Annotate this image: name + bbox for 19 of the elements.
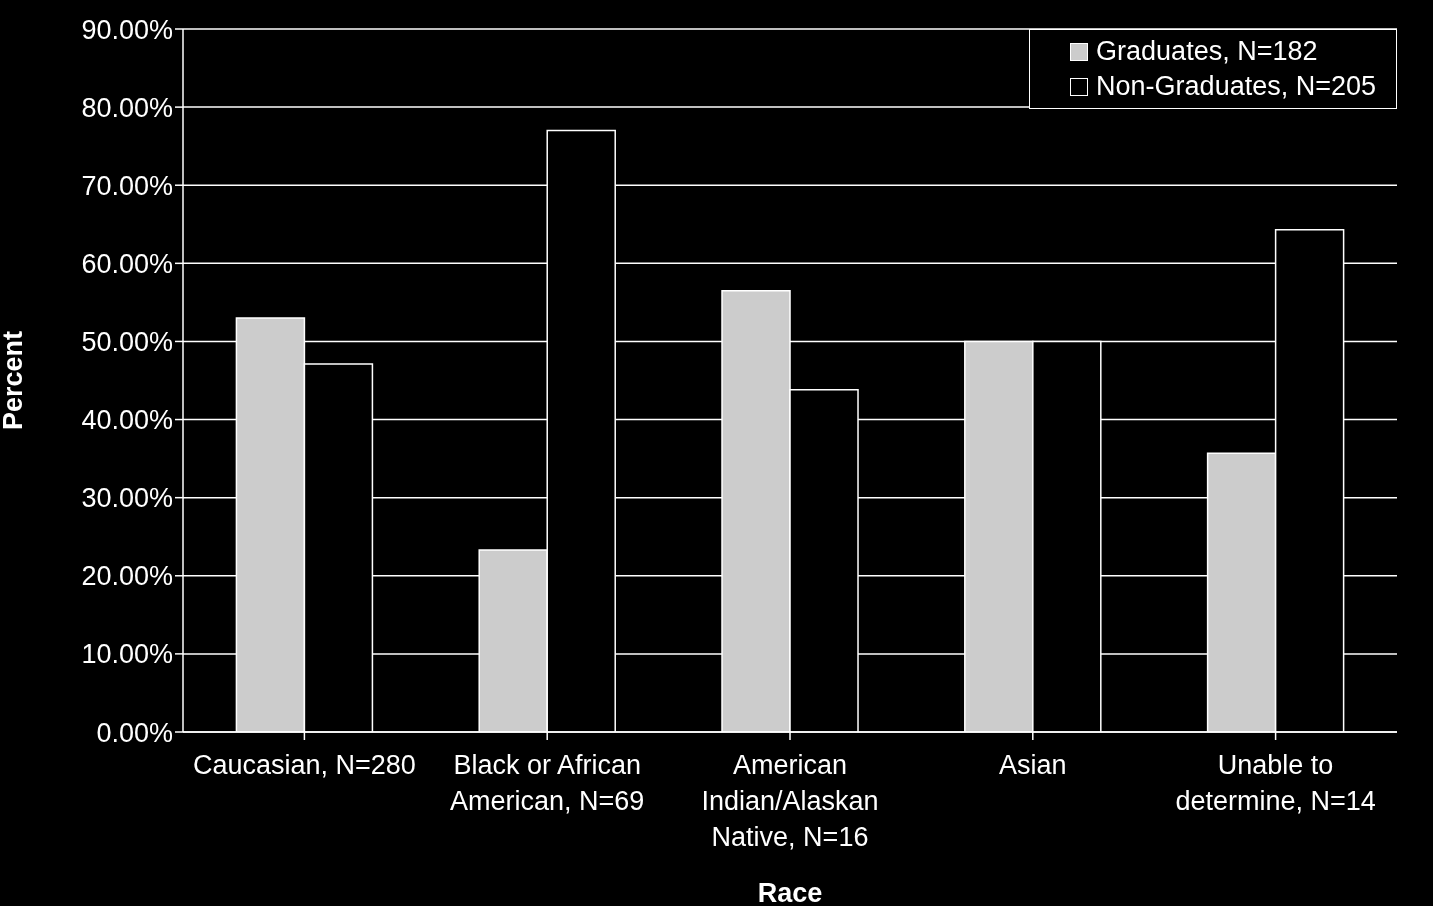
legend-label: Graduates, N=182: [1096, 35, 1318, 68]
legend-label: Non-Graduates, N=205: [1096, 70, 1376, 103]
x-tick-label: Asian: [999, 750, 1067, 780]
y-tick-label: 30.00%: [81, 483, 173, 514]
x-tick-label: Black or African American, N=69: [450, 750, 645, 816]
y-axis-title: Percent: [0, 330, 28, 431]
y-tick-label: 70.00%: [81, 170, 173, 201]
y-tick-label: 60.00%: [81, 248, 173, 279]
y-tick-label: 20.00%: [81, 561, 173, 592]
y-tick-label: 40.00%: [81, 405, 173, 436]
y-tick-label: 10.00%: [81, 639, 173, 670]
y-tick-label: 80.00%: [81, 92, 173, 123]
y-tick-label: 90.00%: [81, 14, 173, 45]
x-tick-label: American Indian/Alaskan Native, N=16: [701, 750, 879, 852]
y-tick-label: 50.00%: [81, 327, 173, 358]
x-tick-label: Caucasian, N=280: [192, 750, 416, 780]
x-tick-label: Unable to determine, N=14: [1175, 750, 1376, 816]
x-axis-title: Race: [757, 878, 823, 906]
y-tick-label: 0.00%: [96, 717, 173, 748]
